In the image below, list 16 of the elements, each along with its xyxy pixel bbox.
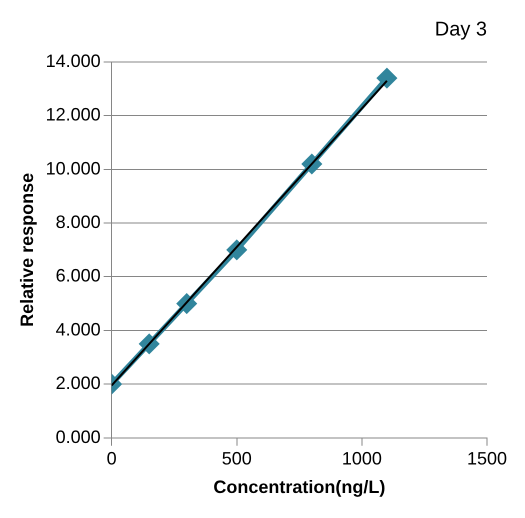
y-tick-label: 10.000 bbox=[46, 158, 101, 178]
y-axis-title: Relative response bbox=[16, 172, 37, 327]
point bbox=[377, 68, 396, 88]
y-tick-label: 4.000 bbox=[56, 319, 101, 340]
y-tick-label: 12.000 bbox=[46, 104, 101, 125]
y-tick-label: 2.000 bbox=[56, 373, 101, 394]
x-tick-label: 1000 bbox=[342, 448, 382, 469]
y-tick-label: 14.000 bbox=[46, 50, 101, 71]
x-axis-title: Concentration(ng/L) bbox=[213, 477, 386, 498]
y-tick-label: 6.000 bbox=[56, 266, 101, 286]
x-tick-label: 500 bbox=[222, 448, 252, 469]
x-tick-label: 1500 bbox=[466, 448, 508, 469]
chart-title: Day 3 bbox=[434, 18, 487, 41]
y-tick-label: 8.000 bbox=[56, 212, 101, 232]
x-tick-label: 0 bbox=[106, 448, 117, 469]
y-tick-label: 0.000 bbox=[56, 426, 101, 447]
